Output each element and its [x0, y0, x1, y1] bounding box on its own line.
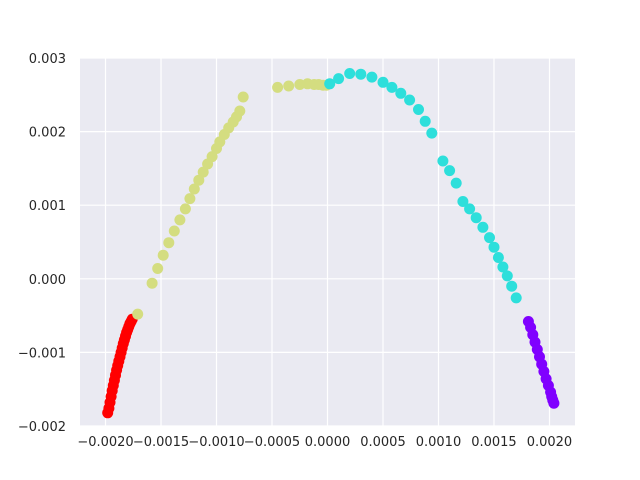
- data-point: [419, 115, 431, 127]
- data-point: [179, 203, 191, 215]
- data-point: [344, 68, 356, 79]
- data-point: [168, 225, 180, 237]
- data-point: [492, 252, 504, 263]
- x-axis-ticks: −0.0020 −0.0015 −0.0010 −0.0005 0.0000 0.0005…: [77, 435, 572, 450]
- data-point: [132, 308, 144, 320]
- data-points: [102, 68, 560, 419]
- data-point: [377, 76, 389, 88]
- data-point: [510, 292, 522, 304]
- series-0: [102, 313, 138, 419]
- data-point: [157, 249, 169, 261]
- data-point: [444, 165, 456, 177]
- data-point: [324, 78, 336, 90]
- data-point: [366, 71, 378, 83]
- data-point: [548, 397, 560, 409]
- series-1: [132, 78, 332, 320]
- data-point: [477, 221, 489, 233]
- data-point: [488, 241, 500, 253]
- y-tick-label: 0.001: [29, 199, 66, 214]
- data-point: [163, 237, 175, 249]
- data-point: [355, 68, 367, 80]
- data-point: [457, 196, 469, 207]
- y-tick-label: −0.001: [18, 346, 66, 361]
- y-tick-label: −0.002: [18, 420, 66, 435]
- data-point: [272, 81, 284, 93]
- data-point: [206, 151, 218, 163]
- y-tick-label: 0.003: [29, 52, 66, 67]
- data-point: [404, 94, 416, 106]
- data-point: [484, 232, 495, 244]
- data-point: [234, 105, 246, 117]
- x-tick-label: 0.0020: [527, 435, 573, 450]
- data-point: [501, 270, 513, 282]
- grid-lines: [80, 57, 575, 427]
- data-point: [386, 81, 398, 93]
- data-point: [413, 104, 424, 115]
- data-point: [146, 277, 158, 289]
- data-point: [333, 73, 345, 85]
- data-point: [237, 91, 249, 103]
- data-point: [470, 212, 482, 224]
- data-point: [464, 203, 476, 215]
- data-point: [395, 87, 407, 99]
- data-point: [193, 174, 205, 186]
- data-point: [497, 261, 509, 273]
- x-tick-label: 0.0015: [471, 435, 517, 450]
- x-tick-label: 0.0005: [360, 435, 406, 450]
- series-3: [522, 316, 560, 409]
- data-point: [184, 193, 196, 205]
- data-point: [450, 177, 462, 189]
- data-point: [152, 263, 164, 274]
- x-tick-label: 0.0000: [305, 435, 351, 450]
- data-point: [426, 127, 438, 139]
- data-point: [506, 280, 518, 292]
- data-point: [437, 155, 449, 167]
- series-2: [324, 68, 522, 304]
- x-tick-label: 0.0010: [416, 435, 462, 450]
- x-tick-label: −0.0005: [244, 435, 300, 450]
- x-tick-label: −0.0015: [133, 435, 189, 450]
- y-tick-label: 0.002: [29, 126, 66, 141]
- y-axis-ticks: −0.002 −0.001 0.000 0.001 0.002 0.003: [18, 52, 66, 435]
- data-point: [188, 183, 200, 195]
- data-point: [283, 80, 295, 92]
- data-point: [197, 166, 209, 178]
- data-point: [174, 214, 186, 226]
- x-tick-label: −0.0020: [77, 435, 133, 450]
- y-tick-label: 0.000: [29, 273, 66, 288]
- x-tick-label: −0.0010: [188, 435, 244, 450]
